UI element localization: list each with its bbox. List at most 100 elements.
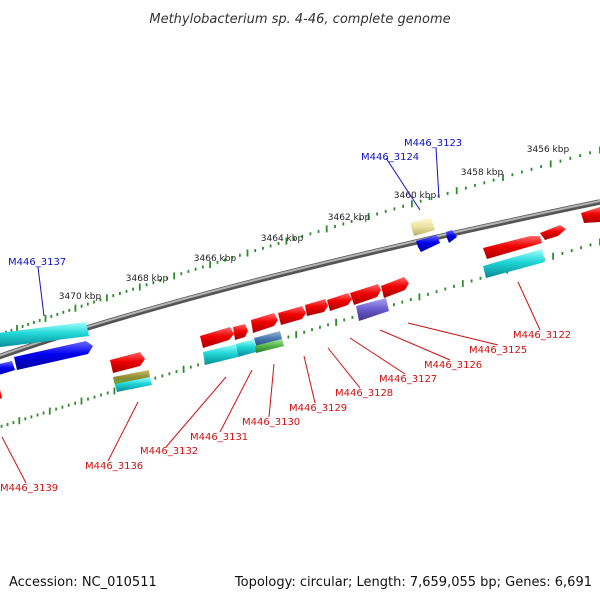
scale-tick: [106, 294, 108, 302]
gene-M446_3132[interactable]: [200, 327, 238, 365]
gene-label-M446_3137[interactable]: M446_3137: [8, 257, 66, 268]
scale-tick: [231, 256, 234, 260]
scale-tick: [343, 318, 346, 322]
scale-tick: [166, 276, 169, 280]
scale-tick: [521, 170, 523, 174]
scale-tick: [411, 200, 413, 208]
scale-tick: [579, 154, 581, 158]
scale-tick: [197, 363, 199, 367]
scale-tick: [86, 302, 89, 306]
scale-tick: [27, 322, 30, 326]
scale-tick: [483, 181, 486, 185]
gene-M446_3131[interactable]: [233, 324, 256, 357]
gene-label-M446_3129[interactable]: M446_3129: [289, 403, 347, 414]
scale-tick: [559, 159, 562, 163]
gene-M446_3139[interactable]: [0, 389, 2, 402]
gene-M446_3124[interactable]: [410, 217, 440, 252]
scale-tick: [61, 405, 64, 409]
gene-M446_3127[interactable]: [327, 293, 352, 311]
kbp-label-3460: 3460 kbp: [394, 191, 437, 201]
scale-tick: [464, 186, 467, 190]
gene-M446_3126[interactable]: [350, 284, 389, 321]
scale-tick: [319, 325, 321, 329]
scale-tick: [18, 417, 21, 425]
scale-tick: [106, 391, 109, 395]
genome-backbone: [0, 199, 600, 360]
gene-label-M446_3123[interactable]: M446_3123: [404, 138, 462, 149]
kbp-label-3468: 3468 kbp: [126, 274, 169, 284]
scale-tick: [152, 281, 155, 285]
scale-tick: [6, 423, 9, 426]
forward-leader-lines: [37, 147, 440, 317]
scale-tick: [401, 300, 404, 304]
gene-M446_3130[interactable]: [251, 313, 284, 353]
accession-text: Accession: NC_010511: [9, 575, 157, 590]
scale-tick: [376, 212, 378, 216]
gene-M446_3123[interactable]: [446, 230, 457, 243]
gene-label-M446_3131[interactable]: M446_3131: [190, 432, 248, 443]
gene-label-M446_3136[interactable]: M446_3136: [85, 461, 143, 472]
gene-label-M446_3125[interactable]: M446_3125: [469, 345, 527, 356]
kbp-label-3456: 3456 kbp: [527, 145, 570, 155]
scale-tick: [367, 213, 370, 220]
scale-tick: [502, 173, 504, 181]
gene-label-M446_3122[interactable]: M446_3122: [513, 330, 571, 341]
scale-tick: [187, 269, 190, 273]
scale-tick: [50, 314, 53, 318]
scale-tick: [145, 283, 148, 287]
genome-backbone-highlight: [0, 200, 600, 357]
scale-tick: [216, 260, 219, 264]
scale-tick: [194, 267, 197, 271]
scale-tick: [93, 300, 95, 304]
scale-tick: [311, 328, 313, 332]
scale-tick: [317, 229, 320, 233]
gene-label-M446_3139[interactable]: M446_3139: [0, 483, 58, 494]
scale-tick: [10, 328, 13, 332]
scale-tick: [569, 156, 572, 160]
kbp-label-3464: 3464 kbp: [261, 234, 304, 244]
scale-tick: [444, 287, 447, 291]
scale-tick: [287, 335, 290, 339]
scale-tick: [419, 199, 422, 203]
scale-tick: [409, 298, 412, 301]
gene-label-M446_3128[interactable]: M446_3128: [335, 388, 393, 399]
scale-tick: [154, 376, 157, 380]
scale-tick: [87, 397, 89, 401]
scale-tick: [492, 178, 495, 182]
gene-label-M446_3127[interactable]: M446_3127: [379, 374, 437, 385]
gene-M446_3136[interactable]: [110, 352, 152, 392]
scale-tick: [511, 173, 514, 177]
scale-tick: [12, 421, 15, 425]
scale-tick: [570, 249, 573, 253]
scale-tick: [132, 287, 134, 291]
scale-tick: [44, 314, 47, 322]
scale-tick: [359, 217, 361, 221]
gene-M446_3137-region[interactable]: [0, 322, 93, 377]
forward-strand-genes: [0, 217, 457, 377]
gene-M446_3122[interactable]: [483, 207, 600, 278]
gene-M446_3125[interactable]: [381, 277, 409, 298]
scale-tick: [350, 220, 353, 223]
gene-label-M446_3126[interactable]: M446_3126: [424, 360, 482, 371]
genome-summary-text: Topology: circular; Length: 7,659,055 bp…: [234, 575, 592, 590]
scale-tick: [461, 280, 464, 288]
gene-label-M446_3132[interactable]: M446_3132: [140, 446, 198, 457]
scale-tick: [100, 393, 102, 397]
gene-M446_3128[interactable]: [305, 299, 328, 316]
scale-tick: [38, 318, 41, 322]
gene-M446_3129[interactable]: [278, 306, 306, 325]
scale-tick: [277, 242, 280, 245]
scale-tick: [293, 237, 296, 241]
map-title: Methylobacterium sp. 4-46, complete geno…: [149, 12, 450, 27]
scale-tick: [455, 187, 458, 195]
scale-tick: [435, 290, 438, 294]
scale-tick: [552, 252, 554, 260]
gene-label-M446_3130[interactable]: M446_3130: [242, 417, 300, 428]
scale-tick: [474, 183, 476, 187]
scale-tick: [402, 204, 404, 208]
gene-label-M446_3124[interactable]: M446_3124: [361, 152, 419, 163]
scale-tick: [453, 284, 455, 288]
scale-tick: [561, 251, 564, 255]
scale-tick: [530, 167, 533, 171]
